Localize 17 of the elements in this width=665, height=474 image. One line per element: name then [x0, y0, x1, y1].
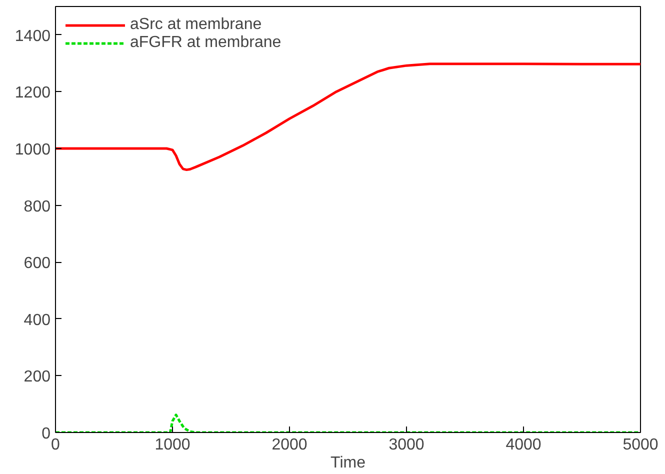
legend-label: aFGFR at membrane — [130, 34, 282, 52]
x-axis-title: Time — [330, 454, 366, 472]
y-tick-label: 1400 — [14, 28, 51, 45]
x-tick-label: 4000 — [506, 436, 542, 454]
line-series — [56, 62, 640, 172]
y-tick-label: 800 — [24, 198, 51, 216]
y-tick-label: 1000 — [14, 142, 51, 158]
y-tick-label: 1200 — [14, 84, 51, 102]
x-tick-label: 1000 — [154, 436, 190, 454]
y-tick-label: 0 — [42, 426, 51, 442]
y-tick-label: 600 — [24, 255, 51, 272]
y-tick-label: 200 — [24, 368, 51, 386]
x-tick-label: 3000 — [388, 436, 424, 454]
x-tick-label: 2000 — [272, 436, 308, 454]
legend-label: aSrc at membrane — [130, 16, 262, 34]
x-tick-label: 5000 — [622, 436, 658, 454]
y-tick-label: 400 — [24, 312, 51, 329]
